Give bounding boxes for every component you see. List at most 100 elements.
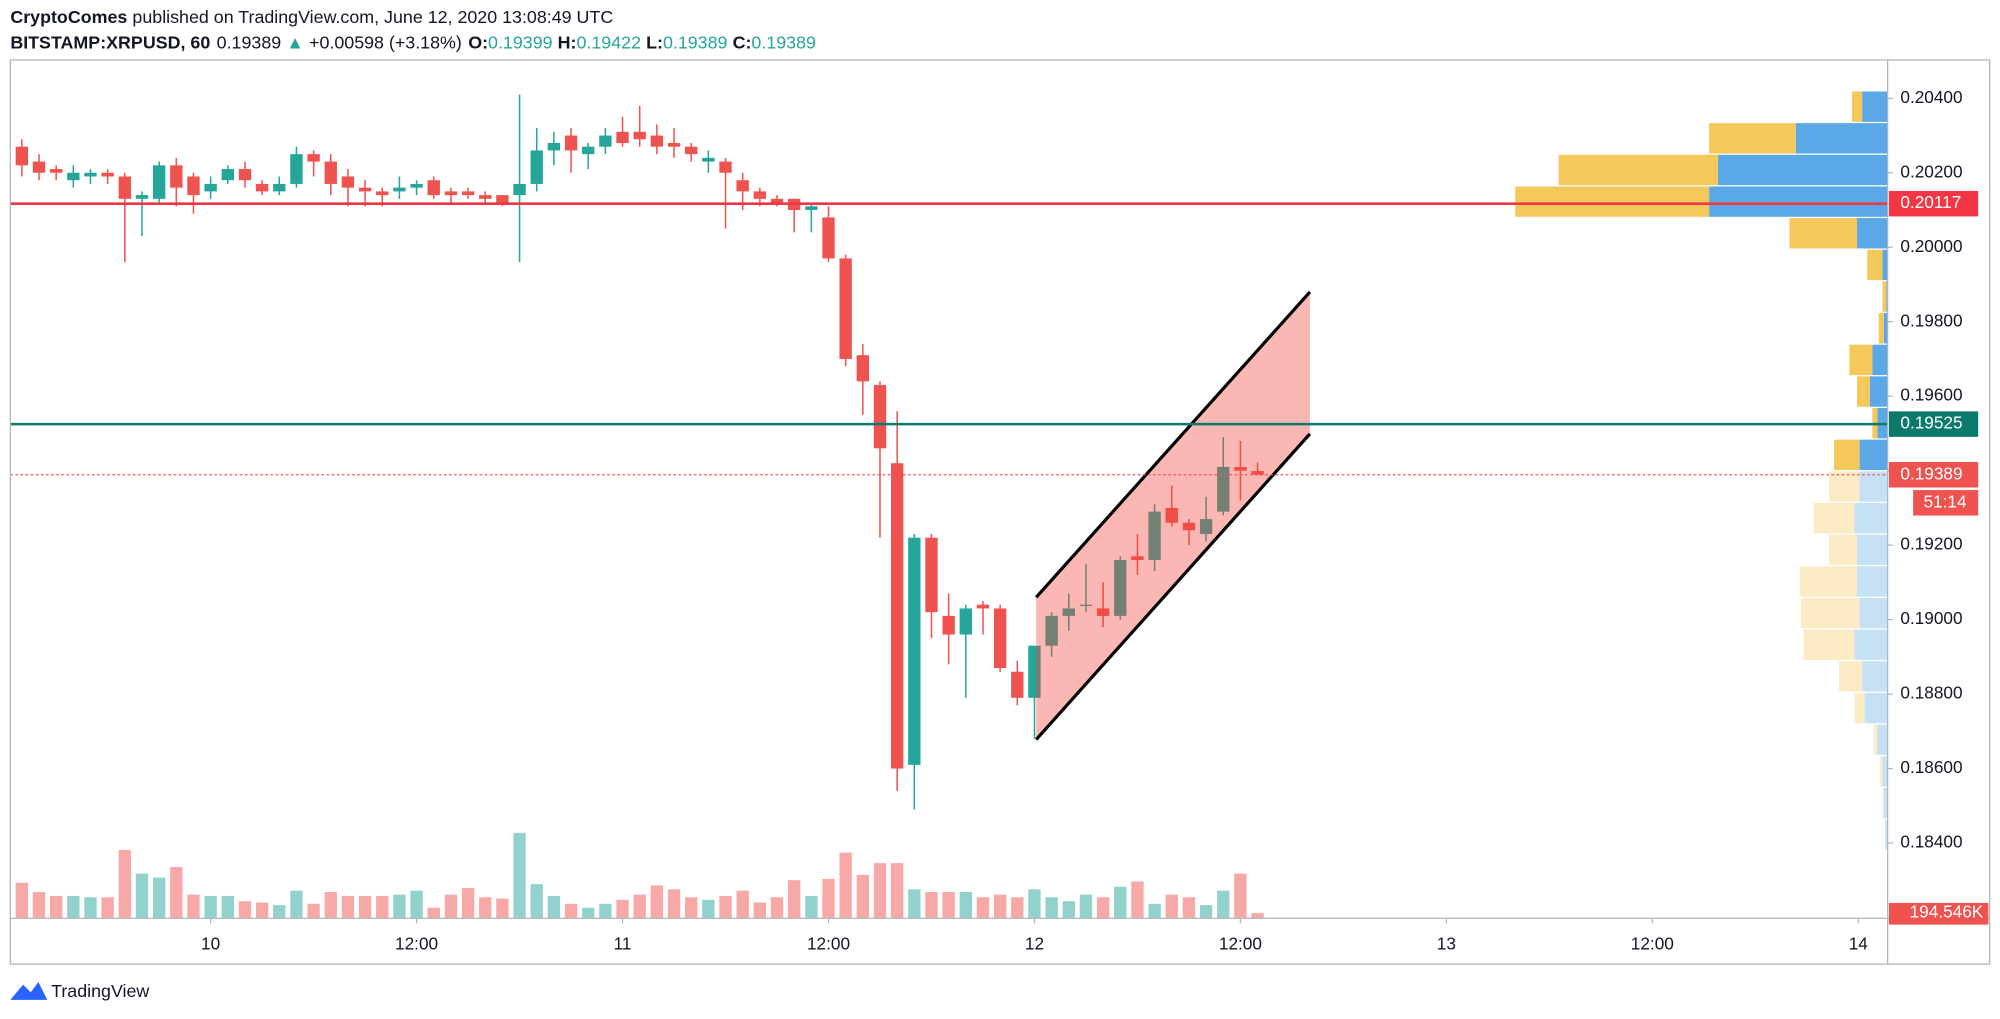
volume-bar (513, 832, 526, 919)
candle-body (238, 169, 252, 181)
current-label: 0.19389 (1900, 463, 1962, 483)
x-tick-label: 12:00 (395, 934, 438, 954)
volume-bar (599, 903, 612, 919)
volume-tag (1888, 902, 1989, 925)
candle-body (1234, 466, 1247, 471)
channel-edge (1034, 290, 1312, 599)
candle-body (221, 169, 234, 181)
volume-bar (479, 897, 492, 919)
x-tick-label: 12:00 (1219, 934, 1262, 954)
profile-down (1849, 344, 1873, 376)
candle-body (479, 195, 492, 199)
profile-down (1878, 313, 1884, 344)
candle-body (770, 198, 784, 203)
profile-down (1828, 471, 1860, 502)
profile-up (1795, 123, 1888, 154)
l-label: L: (646, 32, 663, 52)
volume-bar (770, 897, 784, 919)
candle-body (822, 217, 835, 259)
current-tag (1888, 462, 1979, 488)
candle-body (341, 176, 355, 188)
volume-bar (135, 873, 149, 919)
profile-up (1882, 756, 1888, 787)
y-tick-label: 0.20200 (1900, 161, 1962, 181)
volume-bar (1045, 897, 1058, 919)
h: 0.19422 (576, 32, 641, 52)
profile-down (1882, 787, 1884, 819)
o: 0.19399 (488, 32, 553, 52)
candle-body (427, 180, 440, 196)
volume-bar (307, 903, 320, 919)
profile-down (1828, 534, 1858, 565)
level-label: 0.20117 (1900, 192, 1961, 212)
volume-bar (719, 895, 732, 919)
published: published on TradingView.com, June 12, 2… (132, 7, 613, 27)
volume-bar (341, 895, 355, 919)
volume (15, 832, 1264, 919)
profile-up (1854, 629, 1888, 660)
countdown-tag (1913, 490, 1979, 516)
profile-up (1854, 502, 1888, 534)
volume-bar (702, 899, 715, 919)
volume-bar (324, 891, 337, 919)
profile-up (1862, 661, 1888, 692)
profile-up (1857, 566, 1888, 597)
profile-up (1859, 597, 1888, 629)
profile-up (1862, 91, 1888, 122)
candle-body (1165, 507, 1178, 523)
candle-body (1028, 645, 1041, 698)
y-tick-label: 0.18600 (1900, 757, 1962, 777)
change: +0.00598 (+3.18%) (309, 32, 462, 52)
header-line-2: BITSTAMP:XRPUSD, 60 0.19389 ▲ +0.00598 (+3.… (10, 32, 816, 52)
profile-up (1709, 186, 1888, 217)
profile-down (1789, 218, 1858, 249)
volume-bar (1114, 886, 1127, 919)
x-tick-label: 12:00 (807, 934, 850, 954)
profile-down (1854, 692, 1865, 724)
level-label: 0.19525 (1900, 413, 1962, 433)
candle-body (513, 183, 526, 196)
profile-up (1859, 439, 1888, 471)
volume-bar (530, 884, 543, 919)
candle-body (753, 191, 767, 199)
volume-bar (564, 903, 578, 919)
candle-body (1182, 522, 1196, 531)
candle-body (582, 146, 595, 155)
volume-bar (1234, 873, 1247, 919)
volume-bar (753, 902, 767, 919)
volume-bar (221, 895, 234, 919)
candle-body (925, 537, 938, 613)
profile-down (1873, 724, 1878, 755)
candle-body (1199, 519, 1213, 534)
candle-body (67, 172, 80, 181)
volume-bar (1165, 894, 1178, 919)
candle-body (410, 183, 423, 188)
volume-bar (925, 891, 938, 919)
candle-body (204, 183, 217, 192)
candle-body (496, 195, 509, 203)
volume-bar (101, 897, 114, 919)
volume-bar (444, 894, 458, 919)
level-tag (1888, 411, 1979, 437)
volume-bar (1028, 889, 1041, 919)
y-tick-label: 0.18400 (1900, 832, 1962, 852)
x-tick-label: 11 (614, 934, 632, 954)
candle-body (1114, 560, 1127, 616)
l: 0.19389 (663, 32, 728, 52)
candle-body (393, 187, 406, 192)
profile-down (1800, 597, 1860, 629)
candle-body (959, 608, 972, 635)
candle-body (290, 154, 303, 184)
volume-bar (15, 882, 29, 919)
volume-bar (376, 895, 389, 919)
profile-up (1864, 692, 1888, 724)
o-label: O: (468, 32, 488, 52)
axes: 0.184000.186000.188000.190000.192000.194… (201, 87, 1989, 954)
logo-icon (10, 982, 48, 1000)
volume-bar (1062, 901, 1075, 919)
x-tick-label: 12:00 (1631, 934, 1674, 954)
c: 0.19389 (751, 32, 816, 52)
candle-body (444, 191, 458, 196)
profile-up (1877, 724, 1888, 755)
